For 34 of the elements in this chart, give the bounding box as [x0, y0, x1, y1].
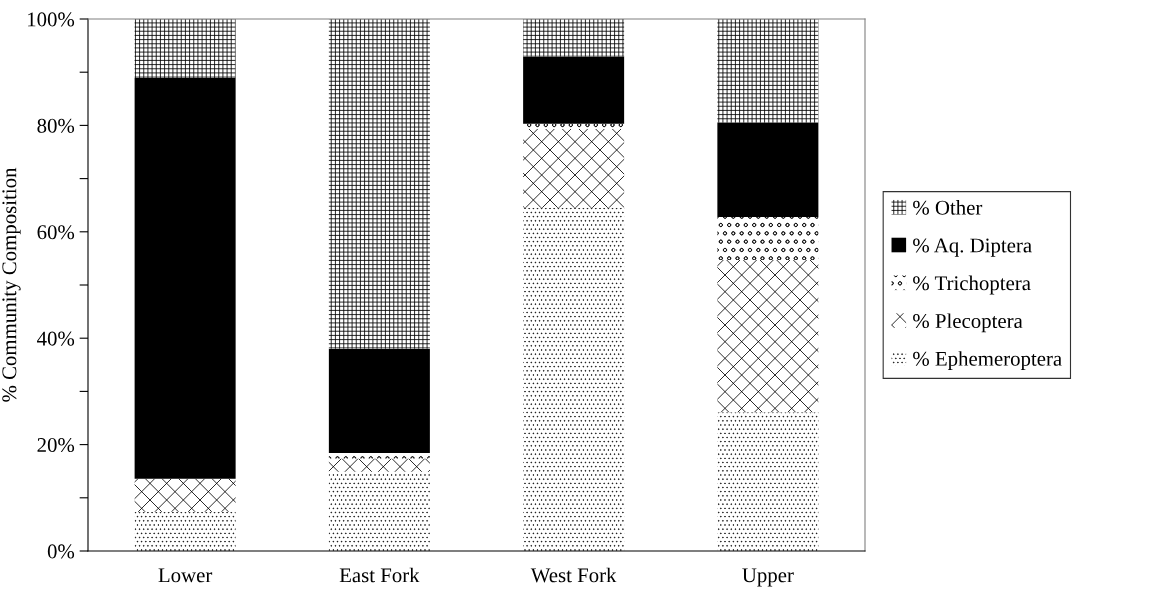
bar — [134, 478, 236, 512]
bar — [328, 458, 430, 472]
bar — [523, 56, 625, 124]
bar — [134, 511, 236, 551]
bar — [523, 19, 625, 57]
bar — [134, 78, 236, 479]
y-tick-label: 100% — [28, 12, 75, 27]
bar — [328, 453, 430, 459]
bar — [717, 260, 819, 413]
bar — [328, 19, 430, 349]
y-tick-label: 20% — [37, 437, 75, 453]
bar — [717, 216, 819, 260]
legend-label: % Other — [913, 200, 983, 215]
x-tick-label: East Fork — [339, 567, 420, 583]
legend-label: % Trichoptera — [913, 275, 1031, 295]
bar — [717, 122, 819, 217]
x-tick-label: Lower — [158, 568, 213, 583]
bar — [717, 19, 819, 123]
bar — [523, 129, 625, 208]
x-tick-label: Upper — [742, 568, 794, 587]
bar — [134, 19, 236, 79]
bar — [717, 412, 819, 551]
bar — [328, 471, 430, 551]
y-axis-title: % Community Composition — [2, 167, 21, 402]
bar — [523, 207, 625, 551]
x-tick-label: West Fork — [530, 567, 617, 583]
y-tick-label: 60% — [37, 225, 75, 240]
y-tick-label: 0% — [47, 544, 75, 559]
y-tick-label: 80% — [37, 118, 75, 133]
legend-label: % Plecoptera — [913, 313, 1023, 333]
legend-label: % Aq. Diptera — [913, 238, 1032, 257]
y-tick-label: 40% — [37, 331, 75, 346]
legend-label: % Ephemeroptera — [913, 351, 1062, 371]
bar — [328, 348, 430, 454]
